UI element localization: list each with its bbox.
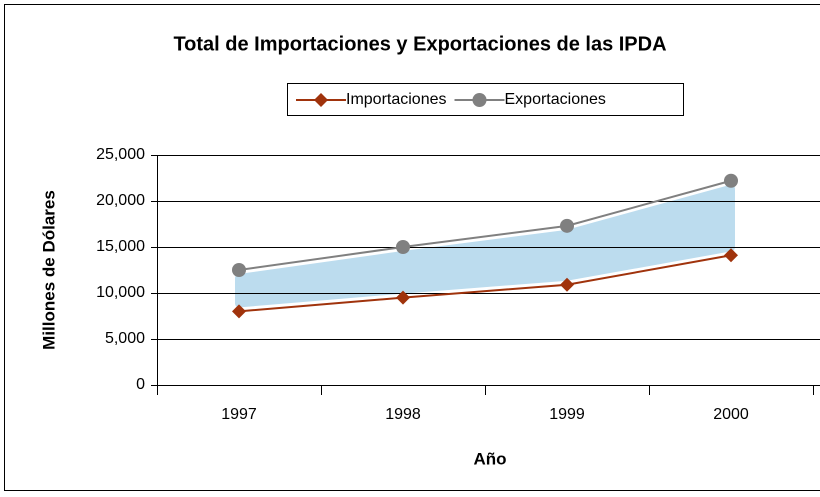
y-tick-label: 25,000 — [96, 146, 145, 163]
data-point — [232, 304, 246, 319]
data-point — [396, 240, 410, 254]
legend-label: Exportaciones — [505, 91, 606, 108]
y-tick-label: 5,000 — [105, 330, 145, 347]
x-axis-label: Año — [473, 449, 506, 468]
legend-marker — [472, 93, 487, 107]
y-tick-label: 10,000 — [96, 284, 145, 301]
y-tick-label: 0 — [136, 376, 145, 393]
series-line — [238, 254, 732, 313]
data-point — [724, 173, 738, 188]
legend-marker — [314, 93, 328, 107]
legend-label: Importaciones — [346, 91, 447, 108]
data-point — [560, 218, 574, 233]
data-point — [724, 248, 738, 263]
x-tick-label: 2000 — [713, 406, 749, 423]
x-tick-label: 1998 — [385, 406, 421, 423]
data-point — [560, 277, 574, 292]
chart-title: Total de Importaciones y Exportaciones d… — [173, 33, 666, 55]
data-point — [232, 263, 246, 277]
y-axis-label: Millones de Dólares — [39, 190, 58, 350]
series-line — [238, 179, 732, 271]
data-point — [396, 290, 410, 305]
x-tick-label: 1999 — [549, 406, 585, 423]
y-tick-label: 20,000 — [96, 192, 145, 209]
x-tick-label: 1997 — [221, 406, 257, 423]
y-tick-label: 15,000 — [96, 238, 145, 255]
